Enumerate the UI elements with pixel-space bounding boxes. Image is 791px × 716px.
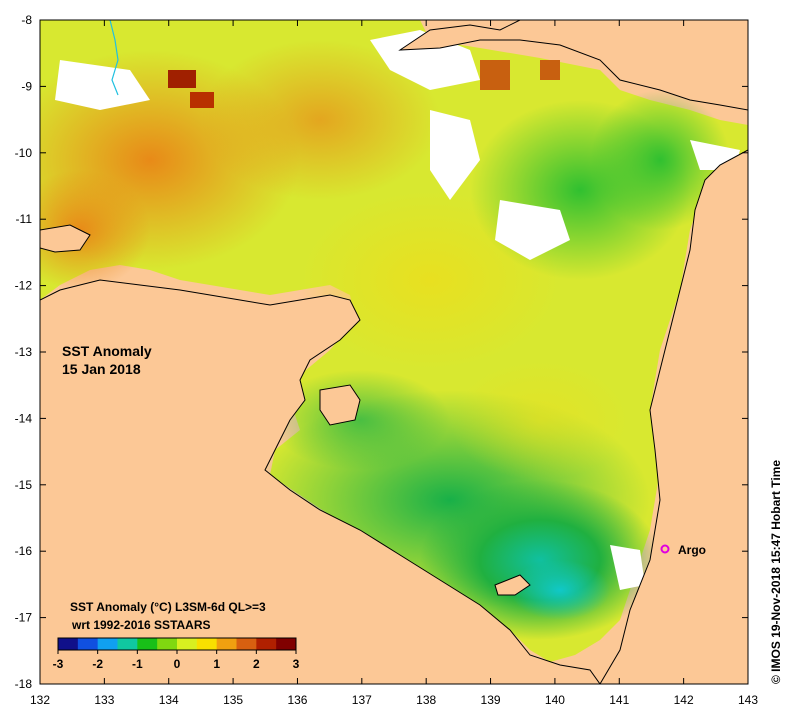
colorbar-title-line1: SST Anomaly (°C) L3SM-6d QL>=3 [70,600,266,614]
map-plot-area [40,20,748,684]
lon-tick-label: 142 [674,693,694,707]
land-masses [40,20,748,684]
lon-tick-label: 139 [481,693,501,707]
colorbar-swatch [137,638,158,650]
lon-tick-label: 133 [94,693,114,707]
lon-tick-label: 136 [287,693,307,707]
colorbar-swatch [97,638,118,650]
colorbar-swatch [58,638,79,650]
colorbar-swatch [216,638,237,650]
lat-tick-label: -13 [15,345,33,359]
lon-tick-label: 132 [30,693,50,707]
river-line [109,20,119,96]
lon-tick-label: 137 [352,693,372,707]
colorbar: SST Anomaly (°C) L3SM-6d QL>=3 wrt 1992-… [53,600,300,671]
lat-tick-label: -14 [15,411,33,425]
colorbar-swatch [77,638,99,650]
colorbar-ticks: -3 -2 -1 0 1 2 3 [53,650,300,671]
map-title-line2: 15 Jan 2018 [62,361,141,377]
latitude-axis: -8-9-10-11-12-13-14-15-16-17-18 [15,13,748,691]
lon-tick-label: 135 [223,693,243,707]
lon-tick-label: 138 [416,693,436,707]
colorbar-swatch [177,638,198,650]
lon-tick-label: 143 [738,693,758,707]
colorbar-tick-label: -2 [92,657,103,671]
colorbar-swatch [236,638,257,650]
lat-tick-label: -9 [21,79,32,93]
lon-tick-label: 141 [609,693,629,707]
colorbar-swatch [196,638,218,650]
colorbar-swatch [157,638,178,650]
lat-tick-label: -17 [15,611,33,625]
lat-tick-label: -16 [15,544,33,558]
colorbar-title-line2: wrt 1992-2016 SSTAARS [71,618,211,632]
lat-tick-label: -18 [15,677,33,691]
colorbar-swatch [276,638,297,650]
anomaly-blobs [40,30,740,640]
credit-text: © IMOS 19-Nov-2018 15:47 Hobart Time [769,460,783,684]
colorbar-swatch [256,638,277,650]
colorbar-tick-label: 0 [174,657,181,671]
colorbar-swatch [117,638,138,650]
longitude-axis: 132 133 134 135 136 137 138 139 140 141 142 143 [30,20,758,707]
lat-tick-label: -10 [15,146,33,160]
argo-label: Argo [678,543,706,557]
colorbar-tick-label: 1 [213,657,220,671]
lon-tick-label: 134 [159,693,179,707]
map-title-line1: SST Anomaly [62,343,152,359]
lat-tick-label: -15 [15,478,33,492]
colorbar-tick-label: -1 [132,657,143,671]
lat-tick-label: -11 [16,212,33,226]
lat-tick-label: -8 [21,13,32,27]
colorbar-tick-label: 2 [253,657,260,671]
argo-float-marker: Argo [660,543,706,557]
colorbar-tick-label: 3 [293,657,300,671]
colorbar-tick-label: -3 [53,657,64,671]
lat-tick-label: -12 [15,279,33,293]
lon-tick-label: 140 [545,693,565,707]
colorbar-swatches [58,638,297,650]
argo-marker-icon [660,544,670,554]
